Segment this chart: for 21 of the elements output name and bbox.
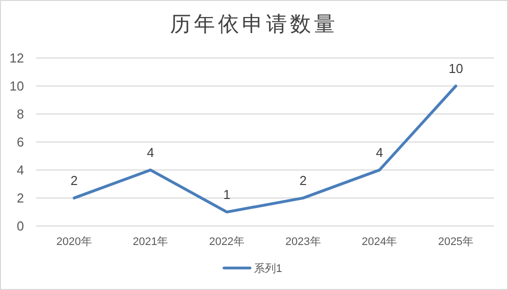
xtick: 2024年 bbox=[362, 236, 398, 248]
data-label: 10 bbox=[448, 61, 464, 76]
ytick: 0 bbox=[16, 218, 24, 234]
data-label: 1 bbox=[223, 187, 230, 202]
xtick: 2023年 bbox=[285, 236, 321, 248]
ytick: 10 bbox=[10, 78, 24, 94]
xtick: 2020年 bbox=[56, 236, 92, 248]
ytick: 2 bbox=[16, 190, 24, 206]
xtick: 2021年 bbox=[132, 236, 168, 248]
data-label: 2 bbox=[300, 173, 307, 188]
xtick: 2022年 bbox=[209, 236, 245, 248]
data-label: 4 bbox=[146, 145, 154, 160]
ytick: 6 bbox=[16, 134, 24, 150]
ytick: 12 bbox=[10, 50, 24, 66]
ytick: 4 bbox=[16, 162, 24, 178]
title: 历年依申请数量 bbox=[170, 13, 338, 36]
ytick: 8 bbox=[16, 106, 24, 122]
legend: 系列1 bbox=[254, 263, 282, 275]
data-label: 4 bbox=[376, 145, 384, 160]
xtick: 2025年 bbox=[438, 236, 474, 248]
data-label: 2 bbox=[70, 173, 78, 188]
